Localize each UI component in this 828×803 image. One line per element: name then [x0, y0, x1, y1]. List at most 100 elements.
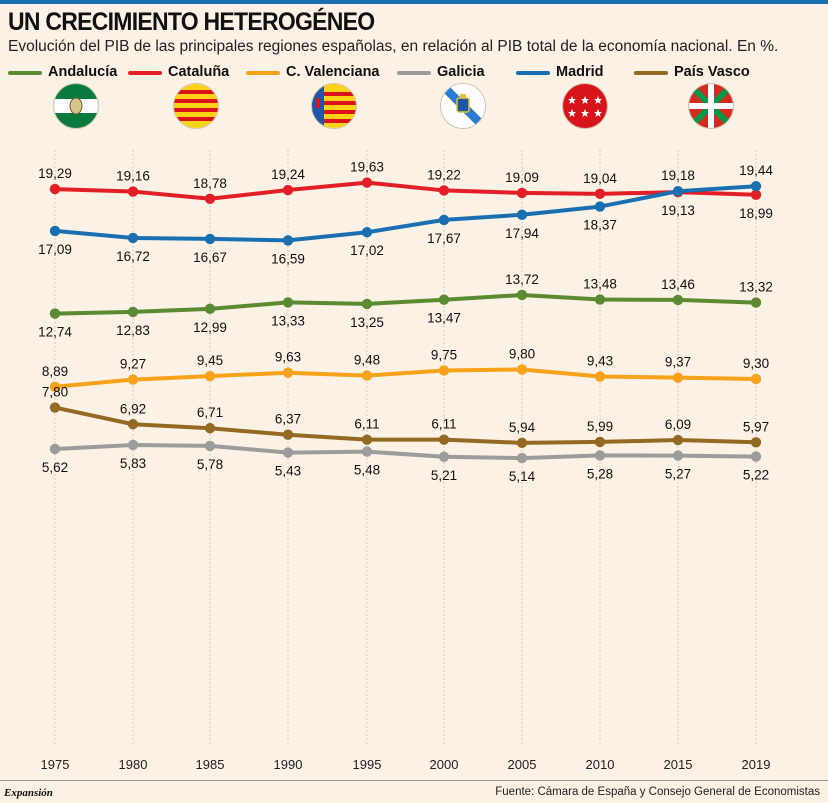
data-label: 5,21	[431, 468, 457, 483]
legend-swatch	[516, 71, 550, 75]
data-point	[361, 177, 373, 188]
madrid-flag-icon	[563, 84, 607, 128]
legend-label: Andalucía	[48, 64, 118, 80]
data-label: 5,14	[509, 469, 536, 484]
series-line	[53, 292, 758, 316]
data-point	[594, 371, 606, 382]
data-label: 9,63	[275, 350, 301, 365]
data-point	[594, 436, 606, 448]
x-tick-label: 1990	[274, 757, 303, 772]
data-label: 18,78	[193, 176, 227, 191]
data-point	[438, 434, 450, 445]
data-label: 9,80	[509, 347, 535, 362]
top-accent-bar	[0, 0, 828, 4]
data-label: 9,48	[354, 353, 380, 368]
data-label: 13,47	[427, 311, 461, 326]
series-line	[53, 405, 758, 445]
data-label: 5,97	[743, 419, 769, 434]
data-label: 13,33	[271, 313, 305, 328]
legend-swatch	[128, 71, 162, 75]
data-label: 12,74	[38, 325, 72, 340]
data-point	[594, 201, 606, 212]
data-point	[49, 381, 61, 393]
data-label: 18,37	[583, 218, 617, 233]
series-line	[53, 184, 758, 243]
data-label: 19,63	[350, 160, 384, 175]
data-point	[516, 187, 528, 199]
data-label: 8,89	[42, 364, 68, 379]
data-point	[282, 429, 294, 440]
legend-swatch	[634, 71, 668, 75]
data-point	[127, 419, 139, 430]
cataluna-flag-icon	[174, 84, 218, 128]
data-point	[750, 437, 762, 448]
data-label: 12,99	[193, 320, 227, 335]
data-label: 5,22	[743, 468, 769, 483]
data-label: 13,48	[583, 277, 617, 292]
data-point	[361, 370, 373, 381]
data-label: 6,09	[665, 417, 691, 432]
data-label: 18,99	[739, 206, 773, 221]
data-point	[204, 193, 216, 204]
data-label: 12,83	[116, 323, 150, 338]
x-tick-label: 2005	[508, 757, 537, 772]
data-point	[127, 374, 139, 385]
data-point	[127, 439, 139, 451]
data-label: 9,43	[587, 354, 613, 369]
brand-logo: Expansión	[4, 787, 53, 799]
legend: Andalucía Cataluña C. Valenciana Galicia…	[0, 62, 828, 132]
data-point	[750, 181, 762, 192]
data-label: 19,09	[505, 170, 539, 185]
data-point	[516, 289, 528, 301]
series-line	[53, 180, 758, 201]
x-tick-label: 2015	[664, 757, 693, 772]
data-point	[204, 233, 216, 245]
data-point	[672, 185, 684, 197]
data-point	[204, 423, 216, 434]
data-label: 13,32	[739, 280, 773, 295]
legend-swatch	[397, 71, 431, 75]
series-line	[53, 442, 758, 461]
data-label: 9,30	[743, 356, 769, 371]
footer-divider	[0, 780, 828, 781]
data-point	[49, 443, 61, 455]
data-point	[516, 437, 528, 449]
data-label: 5,28	[587, 466, 613, 481]
data-label: 5,78	[197, 457, 223, 472]
data-label: 16,59	[271, 251, 305, 266]
data-point	[516, 209, 528, 220]
data-label: 9,45	[197, 353, 223, 368]
data-point	[672, 372, 684, 383]
legend-label: Cataluña	[168, 64, 230, 80]
data-label: 19,18	[661, 168, 695, 183]
data-point	[204, 370, 216, 382]
data-point	[282, 367, 294, 378]
data-point	[516, 364, 528, 375]
data-label: 9,27	[120, 357, 146, 372]
x-tick-label: 1985	[196, 757, 225, 772]
data-point	[204, 303, 216, 315]
legend-swatch	[246, 71, 280, 75]
data-point	[282, 235, 294, 246]
data-label: 13,72	[505, 272, 539, 287]
data-point	[127, 306, 139, 318]
data-point	[361, 446, 373, 457]
legend-label: C. Valenciana	[286, 64, 380, 80]
chart-subtitle: Evolución del PIB de las principales reg…	[8, 38, 779, 55]
valenciana-flag-icon	[312, 84, 356, 128]
legend-label: País Vasco	[674, 64, 750, 80]
data-point	[672, 294, 684, 306]
data-label: 13,25	[350, 315, 384, 330]
data-point	[672, 450, 684, 461]
data-label: 6,11	[354, 417, 379, 432]
data-label: 19,22	[427, 167, 461, 182]
data-label: 5,83	[120, 456, 146, 471]
galicia-flag-icon	[441, 84, 485, 128]
data-label: 16,67	[193, 250, 227, 265]
data-label: 16,72	[116, 249, 150, 264]
legend-swatch	[8, 71, 42, 75]
data-point	[438, 451, 450, 462]
data-label: 19,29	[38, 166, 72, 181]
source-note: Fuente: Cámara de España y Consejo Gener…	[495, 786, 820, 798]
data-point	[594, 294, 606, 305]
